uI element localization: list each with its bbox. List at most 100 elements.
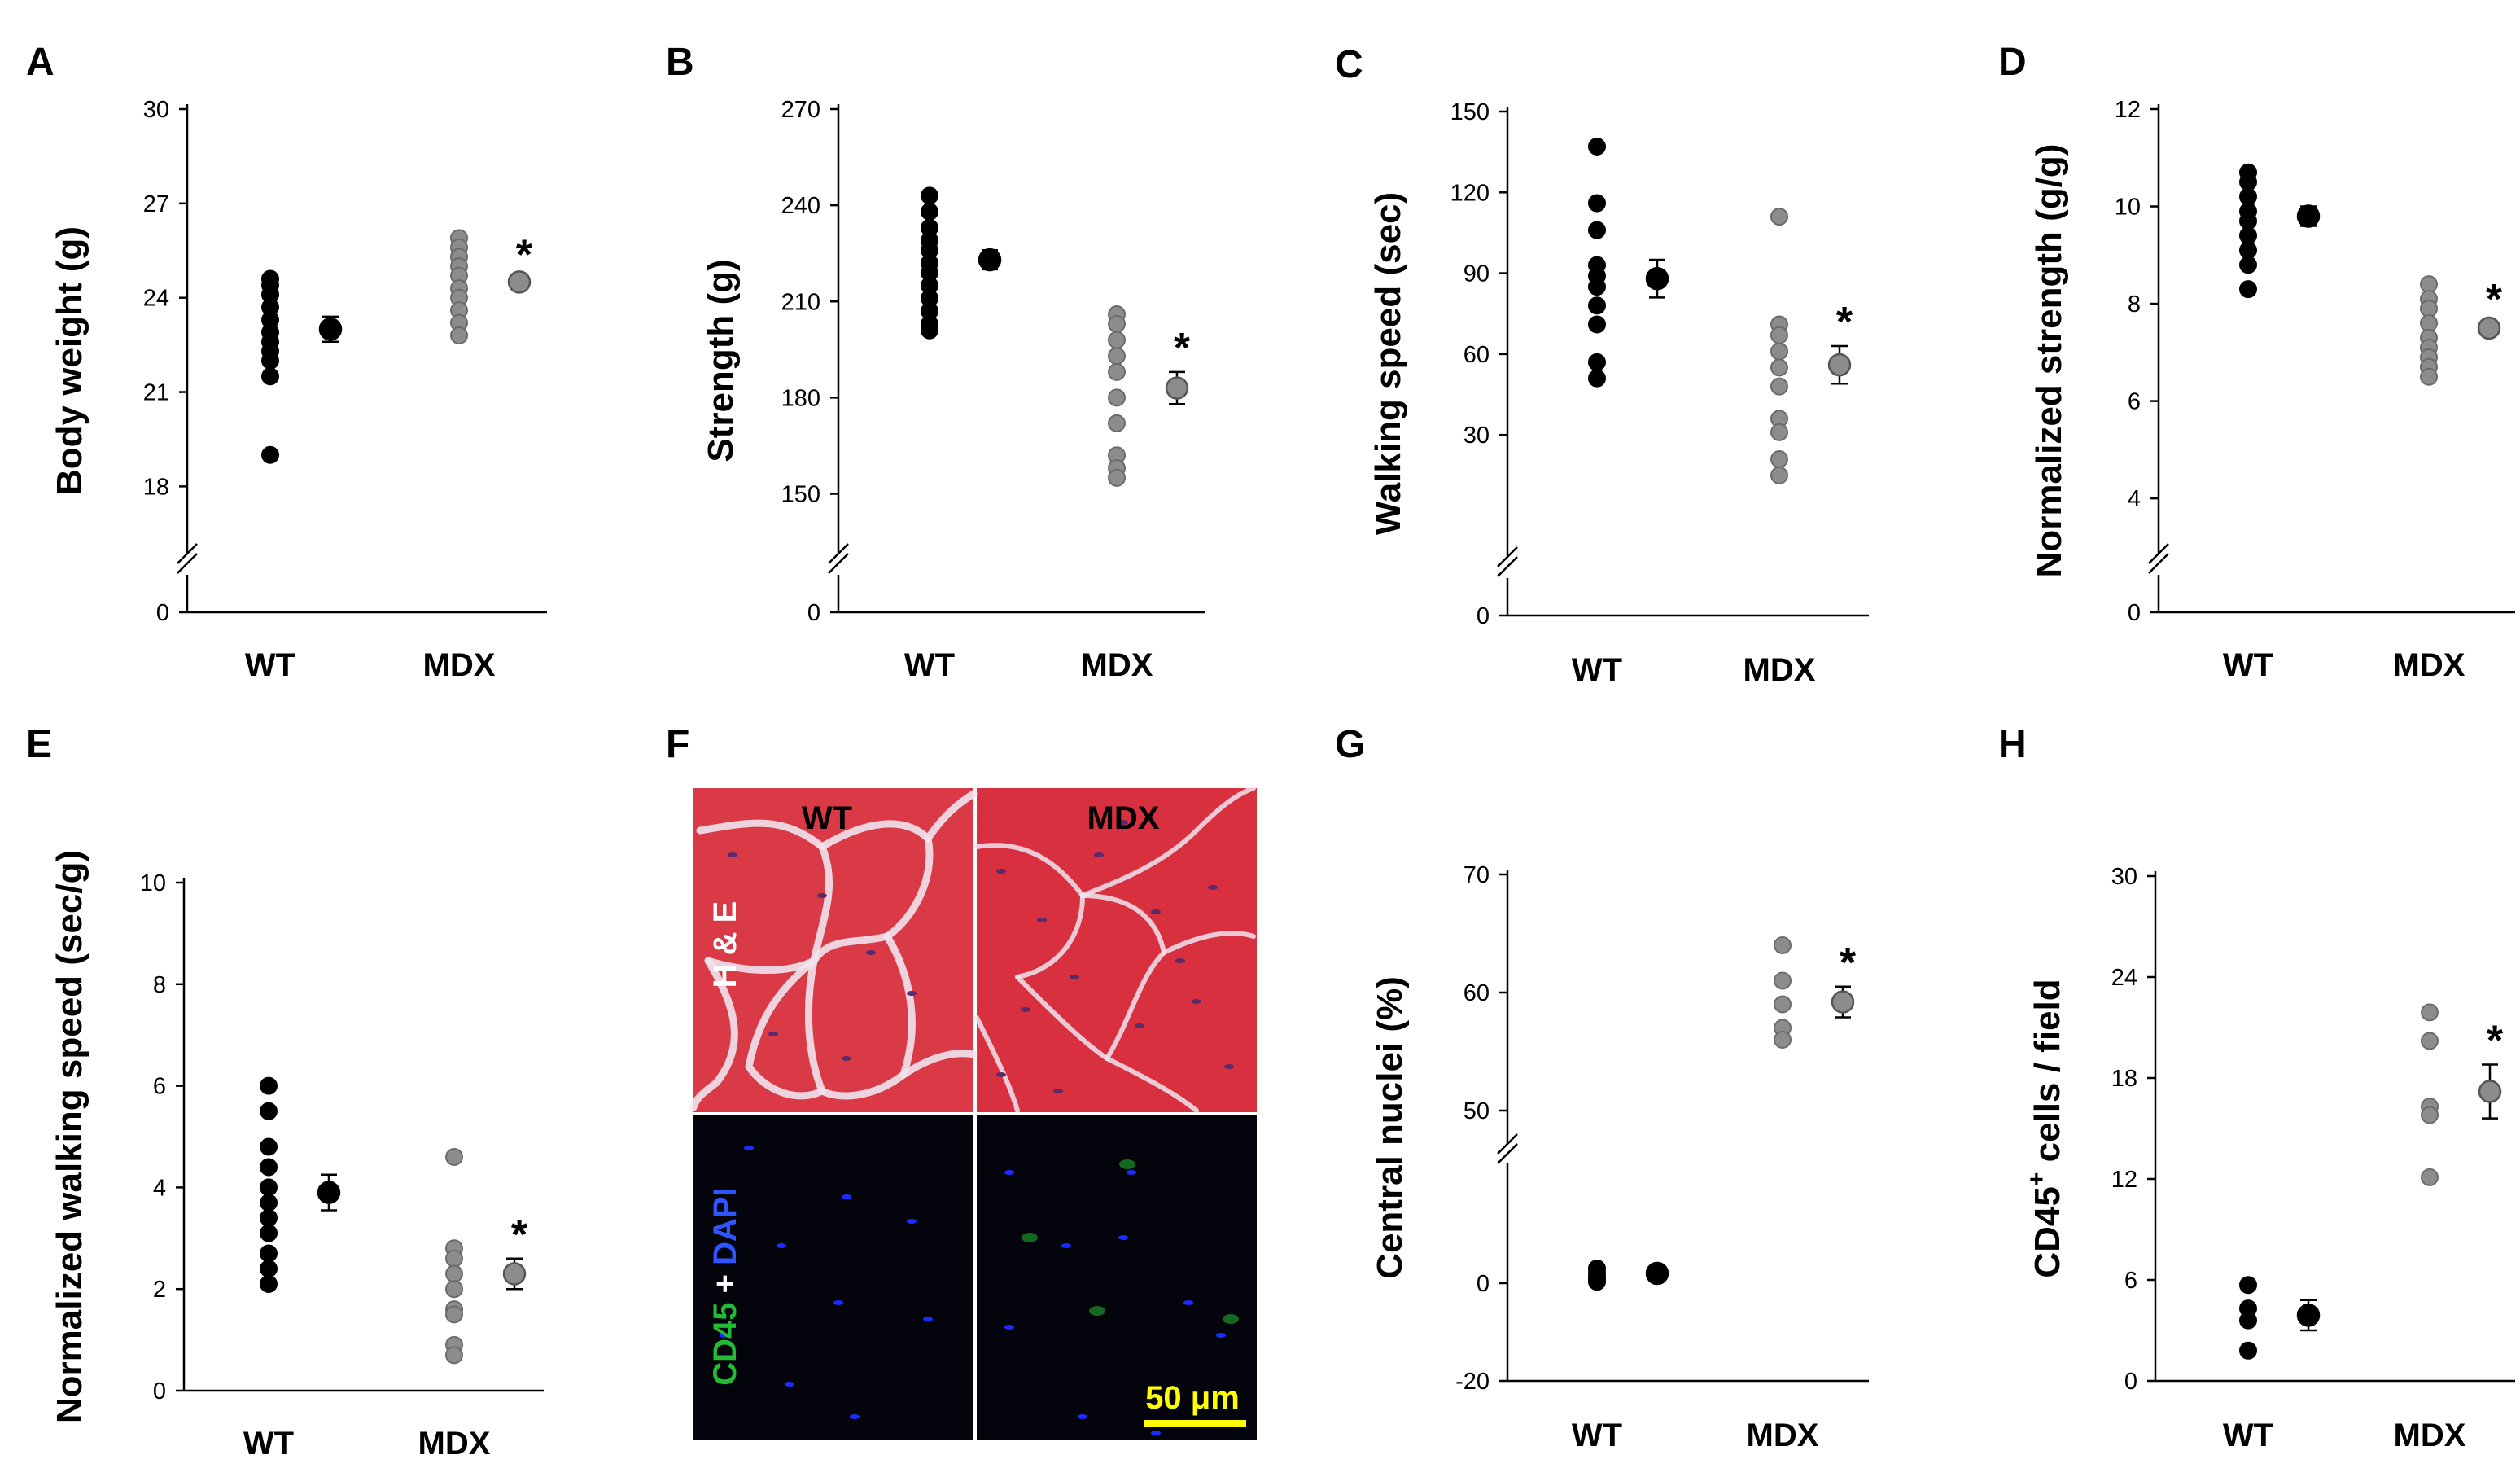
he-nucleus: [1094, 852, 1104, 857]
data-point: [2239, 1276, 2257, 1295]
mean-marker: [978, 248, 1002, 272]
dapi-nucleus: [777, 1243, 786, 1248]
data-point: [260, 1260, 278, 1278]
he-nucleus: [817, 893, 827, 898]
axis-break-mark: [2148, 543, 2169, 564]
axis-break-mark: [1497, 1143, 1518, 1164]
x-category-label: WT: [1572, 652, 1622, 688]
y-axis-label: CD45+ cells / field: [2023, 979, 2067, 1277]
data-point: [2239, 1311, 2257, 1330]
x-category-label: WT: [243, 1426, 294, 1461]
y-tick-label: 10: [2115, 195, 2141, 221]
y-tick-label: 10: [140, 870, 166, 896]
data-point: [921, 203, 938, 221]
he-fiber-border: [924, 790, 978, 843]
dapi-nucleus: [1216, 1333, 1226, 1338]
data-point: [1770, 449, 1788, 468]
dapi-nucleus: [1151, 1431, 1161, 1435]
panel-f-images: F WT MDX H & E CD45 + DAPI 50 μm: [666, 723, 1257, 1440]
he-nucleus: [1151, 909, 1161, 914]
row-label-cd45: CD45: [707, 1302, 743, 1385]
dapi-nucleus: [1004, 1170, 1014, 1175]
he-nucleus: [1021, 1007, 1030, 1012]
he-nucleus: [1118, 820, 1128, 825]
axis-break-mark: [828, 553, 849, 574]
data-point: [2421, 1032, 2439, 1050]
mean-marker: [1645, 1261, 1669, 1286]
x-category-label: WT: [2223, 1418, 2273, 1453]
panel-letter: F: [666, 723, 689, 766]
significance-star: *: [1174, 325, 1191, 372]
he-nucleus: [1053, 1089, 1063, 1093]
y-tick-label: 30: [1463, 423, 1490, 449]
data-point: [445, 1264, 463, 1283]
data-point: [1770, 342, 1788, 361]
he-fiber-border: [810, 820, 934, 965]
data-point: [2420, 367, 2438, 386]
data-point: [921, 186, 938, 205]
x-category-label: WT: [2223, 647, 2273, 683]
data-point: [1108, 414, 1126, 432]
data-point: [1588, 278, 1606, 296]
y-axis-label: Body weight (g): [50, 226, 90, 495]
panel-letter: A: [26, 41, 55, 84]
y-tick-label: 30: [143, 97, 169, 123]
y-tick-label: 210: [781, 289, 820, 315]
data-point: [1588, 1273, 1606, 1291]
data-point: [1108, 362, 1126, 381]
y-tick-label: 12: [2115, 97, 2141, 123]
data-point: [2421, 1106, 2439, 1124]
data-point: [2421, 1168, 2439, 1186]
data-point: [1588, 194, 1606, 213]
row-label-dapi: DAPI: [707, 1187, 743, 1265]
dapi-nucleus: [850, 1414, 860, 1419]
data-point: [1108, 468, 1126, 487]
significance-star: *: [2486, 276, 2503, 323]
y-tick-label: 6: [2124, 1268, 2137, 1294]
data-point: [1108, 314, 1126, 333]
y-tick-label: 6: [153, 1074, 166, 1100]
data-point: [260, 1102, 278, 1120]
axis-break-mark: [1497, 546, 1518, 567]
he-nucleus: [1224, 1064, 1234, 1069]
y-tick-label: 0: [2124, 1369, 2137, 1395]
y-tick-label: 150: [1450, 99, 1490, 125]
x-category-label: WT: [904, 647, 955, 683]
y-tick-label: 27: [143, 191, 169, 217]
data-point: [260, 1178, 278, 1197]
dapi-nucleus: [1078, 1414, 1087, 1419]
panel-letter: C: [1335, 43, 1363, 86]
data-point: [261, 367, 279, 386]
y-tick-label: 6: [2128, 389, 2141, 415]
data-point: [1108, 331, 1126, 349]
he-fiber-border: [1080, 786, 1256, 898]
data-point: [260, 1194, 278, 1212]
data-point: [1774, 971, 1792, 990]
he-nucleus: [996, 869, 1006, 874]
data-point: [261, 351, 279, 370]
data-point: [1588, 296, 1606, 315]
he-nucleus: [1135, 1023, 1144, 1028]
y-tick-label: 50: [1463, 1098, 1490, 1124]
he-nucleus: [907, 991, 917, 996]
y-tick-label: 240: [781, 193, 820, 219]
data-point: [445, 1280, 463, 1299]
mean-marker: [1827, 353, 1852, 377]
data-point: [1588, 221, 1606, 239]
y-tick-label: 24: [2111, 965, 2137, 991]
y-tick-label: 0: [1477, 603, 1490, 629]
x-category-label: MDX: [2393, 647, 2465, 683]
he-nucleus: [996, 1072, 1006, 1077]
mean-marker: [2477, 316, 2501, 340]
x-category-label: MDX: [1747, 1418, 1819, 1453]
he-nucleus: [1037, 918, 1047, 922]
data-point: [1588, 353, 1606, 371]
data-point: [260, 1137, 278, 1156]
data-point: [445, 1147, 463, 1166]
data-point: [1108, 388, 1126, 407]
x-category-label: WT: [1572, 1418, 1622, 1453]
dapi-nucleus: [1118, 1235, 1128, 1240]
y-axis-label: Central nuclei (%): [1370, 976, 1410, 1279]
mean-marker: [317, 1181, 341, 1204]
cd45-signal: [1022, 1233, 1038, 1242]
